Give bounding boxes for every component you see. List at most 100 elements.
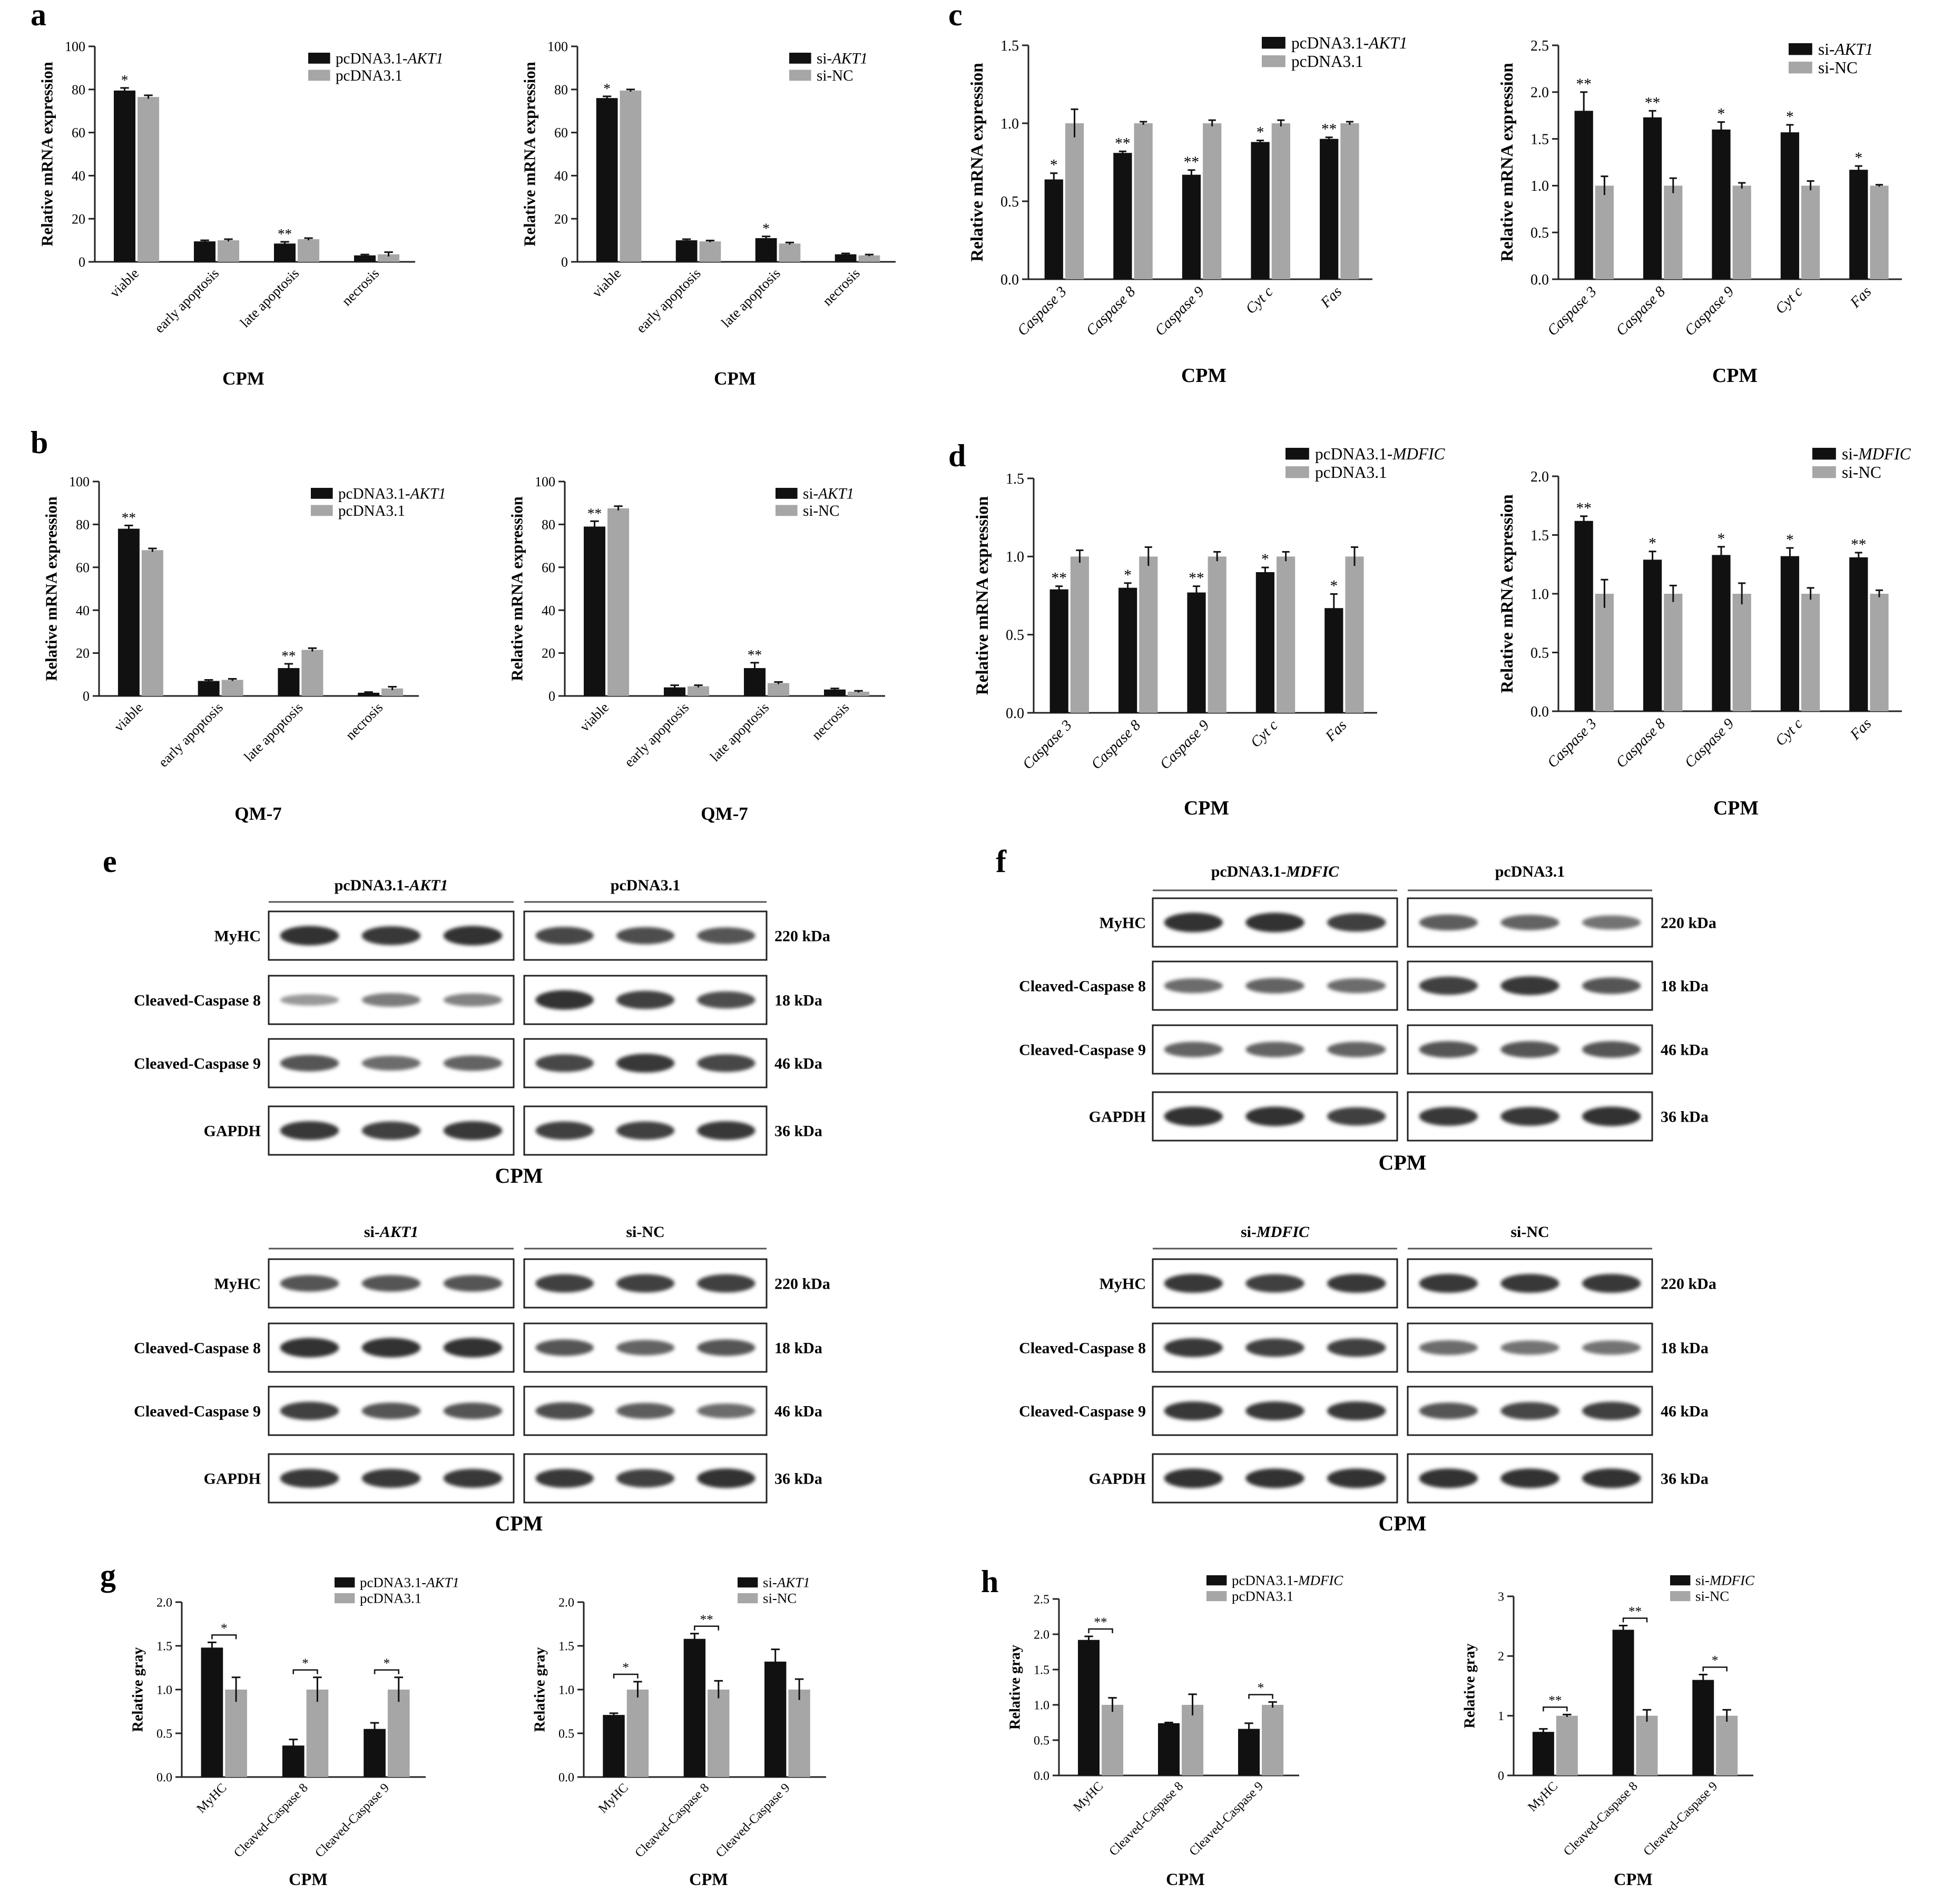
blot-band (1164, 1401, 1223, 1420)
blot-f1: pcDNA3.1-MDFIC pcDNA3.1 MyHC 220 kDa Cleaved… (1019, 863, 1716, 1174)
legend-label-1: si-NC (1695, 1588, 1729, 1604)
category-label: Cleaved-Caspase 8 (632, 1781, 712, 1860)
legend-swatch-0 (1812, 448, 1836, 460)
blot-size-label: 18 kDa (774, 1340, 822, 1357)
legend-swatch-0 (1206, 1575, 1227, 1586)
blot-band (1500, 1274, 1559, 1293)
category-label: early apoptosis (151, 265, 222, 336)
bar-0 (364, 1729, 386, 1777)
significance-mark: * (1718, 531, 1725, 547)
legend-label-1: si-NC (763, 1591, 797, 1606)
legend-swatch-1 (1670, 1591, 1691, 1602)
blot-band (1582, 1041, 1641, 1058)
category-label: Cleaved-Caspase 8 (231, 1781, 311, 1860)
bar-0 (1187, 592, 1206, 713)
significance-mark: ** (1052, 570, 1067, 587)
blot-size-label: 46 kDa (1661, 1403, 1709, 1420)
y-tick-label: 0.5 (1034, 1734, 1049, 1748)
blot-size-label: 18 kDa (1661, 978, 1709, 995)
significance-bracket (694, 1625, 720, 1631)
category-label: Cyt c (1772, 283, 1806, 317)
y-axis-label: Relative gray (1007, 1645, 1024, 1730)
label-prefix: pcDNA3.1- (1232, 1573, 1298, 1588)
significance-mark: * (1786, 109, 1794, 125)
blot-size-label: 18 kDa (1661, 1340, 1709, 1357)
significance-mark: * (1648, 535, 1656, 552)
blot-size-label: 18 kDa (774, 992, 822, 1009)
chart-b1: 0 20 40 60 80 100 Relative mRNA expression ** vi… (42, 474, 446, 824)
category-label: necrosis (819, 265, 863, 309)
panel-letter-f: f (996, 844, 1007, 879)
y-tick-label: 0 (78, 254, 85, 270)
legend-swatch-0 (738, 1577, 758, 1588)
bar-0 (198, 681, 220, 696)
bar-1 (1277, 556, 1296, 713)
y-tick-label: 80 (72, 82, 85, 97)
significance-mark: * (384, 1656, 390, 1671)
y-tick-label: 0.5 (1530, 225, 1549, 241)
label-gene: AKT1 (407, 50, 444, 67)
category-label: Caspase 3 (1019, 717, 1075, 772)
blot-band (280, 1121, 339, 1140)
y-axis-label: Relative gray (130, 1647, 146, 1732)
y-tick-label: 0 (83, 689, 90, 704)
bar-0 (1574, 111, 1593, 279)
y-tick-label: 20 (72, 211, 85, 227)
blot-group-label-1: pcDNA3.1 (611, 877, 681, 894)
bar-1 (1636, 1715, 1658, 1775)
category-label: Cleaved-Caspase 9 (1186, 1779, 1266, 1859)
blot-row-label: Cleaved-Caspase 8 (134, 1340, 261, 1357)
label-gene: MDFIC (1285, 863, 1339, 880)
bar-1 (708, 1690, 730, 1777)
x-axis-label: CPM (289, 1870, 328, 1889)
bar-0 (584, 526, 606, 696)
blot-size-label: 36 kDa (774, 1470, 822, 1488)
legend-label-0: pcDNA3.1-AKT1 (338, 485, 446, 502)
blot-band (1582, 1401, 1641, 1420)
blot-size-label: 220 kDa (774, 1275, 830, 1293)
category-label: necrosis (342, 699, 386, 743)
x-axis-label: QM-7 (234, 803, 282, 824)
blot-band (697, 927, 755, 944)
x-axis-label: QM-7 (701, 803, 748, 824)
label-prefix: si- (1842, 445, 1858, 463)
label-gene: AKT1 (776, 1575, 810, 1591)
blot-band (1419, 1340, 1478, 1356)
blot-band (616, 1402, 675, 1419)
label-gene: AKT1 (379, 1223, 418, 1241)
x-axis-label: CPM (1713, 797, 1759, 819)
bar-1 (1139, 556, 1158, 713)
legend-label-0: pcDNA3.1-AKT1 (336, 50, 444, 67)
category-label: Caspase 8 (1088, 717, 1144, 772)
blot-e1: pcDNA3.1-AKT1 pcDNA3.1 MyHC 220 kDa Cleaved-… (134, 877, 830, 1187)
category-label: late apoptosis (241, 699, 306, 764)
y-axis-label: Relative gray (1462, 1643, 1478, 1728)
x-axis-label: CPM (714, 368, 756, 389)
y-tick-label: 2.0 (156, 1596, 172, 1609)
blot-row-label: MyHC (1100, 1275, 1146, 1293)
y-tick-label: 40 (554, 169, 568, 184)
label-gene: AKT1 (409, 485, 446, 502)
legend-label-0: pcDNA3.1-AKT1 (1291, 34, 1407, 52)
bar-0 (194, 241, 216, 262)
significance-mark: ** (281, 648, 296, 664)
category-label: Caspase 8 (1613, 715, 1669, 771)
label-prefix: pcDNA3.1- (338, 485, 410, 502)
category-label: late apoptosis (237, 265, 302, 330)
category-label: Caspase 8 (1613, 283, 1669, 339)
y-tick-label: 0.0 (1034, 1769, 1049, 1783)
y-tick-label: 40 (542, 603, 555, 618)
bar-1 (1716, 1715, 1738, 1775)
category-label: Cleaved-Caspase 9 (1641, 1779, 1720, 1859)
y-tick-label: 0.0 (558, 1771, 574, 1784)
y-tick-label: 2.5 (1034, 1593, 1049, 1606)
blot-row-label: Cleaved-Caspase 8 (1019, 1340, 1146, 1357)
bar-0 (764, 1661, 787, 1777)
y-tick-label: 1.5 (1006, 471, 1024, 487)
blot-band (1327, 1274, 1386, 1293)
blot-band (361, 1469, 421, 1488)
legend-swatch-0 (311, 488, 333, 499)
significance-mark: ** (748, 647, 762, 663)
blot-band (1500, 1402, 1559, 1420)
y-axis-label: Relative gray (532, 1647, 548, 1732)
